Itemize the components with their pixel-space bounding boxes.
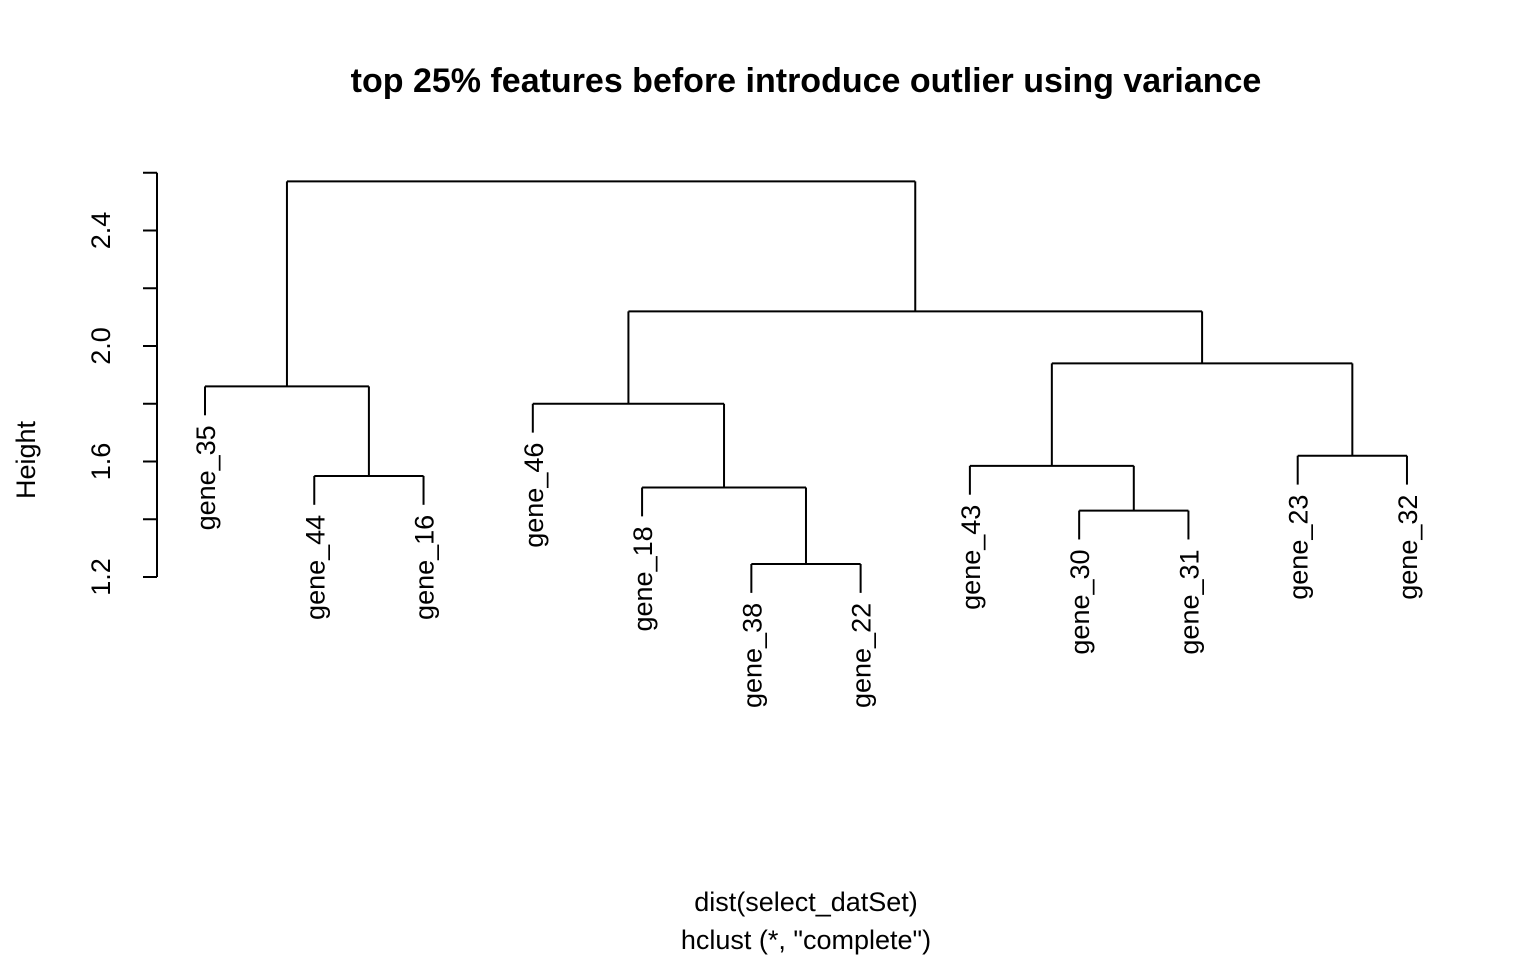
- leaf-label: gene_22: [847, 603, 877, 708]
- y-tick-label: 2.0: [86, 327, 116, 365]
- leaf-labels: gene_35 gene_44 gene_16 gene_46 gene_18 gene_…: [191, 425, 1423, 708]
- leaf-label: gene_18: [628, 526, 658, 631]
- leaf-label: gene_23: [1284, 495, 1314, 600]
- leaf-label: gene_46: [519, 443, 549, 548]
- leaf-label: gene_16: [410, 515, 440, 620]
- dendrogram-tree: [204, 180, 1408, 593]
- leaf-label: gene_38: [737, 603, 767, 708]
- y-axis: 1.2 1.6 2.0 2.4: [86, 171, 158, 596]
- leaf-label: gene_30: [1065, 549, 1095, 654]
- x-axis-label: dist(select_datSet): [694, 887, 918, 917]
- leaf-label: gene_43: [956, 505, 986, 610]
- leaf-label: gene_44: [300, 515, 330, 620]
- y-tick-label: 1.6: [86, 443, 116, 481]
- leaf-label: gene_35: [191, 425, 221, 530]
- y-tick-label: 2.4: [86, 212, 116, 250]
- y-axis-label: Height: [11, 420, 41, 499]
- method-subtitle: hclust (*, "complete"): [681, 925, 931, 955]
- leaf-label: gene_31: [1174, 549, 1204, 654]
- chart-title: top 25% features before introduce outlie…: [351, 62, 1262, 100]
- y-tick-label: 1.2: [86, 558, 116, 596]
- leaf-label: gene_32: [1393, 495, 1423, 600]
